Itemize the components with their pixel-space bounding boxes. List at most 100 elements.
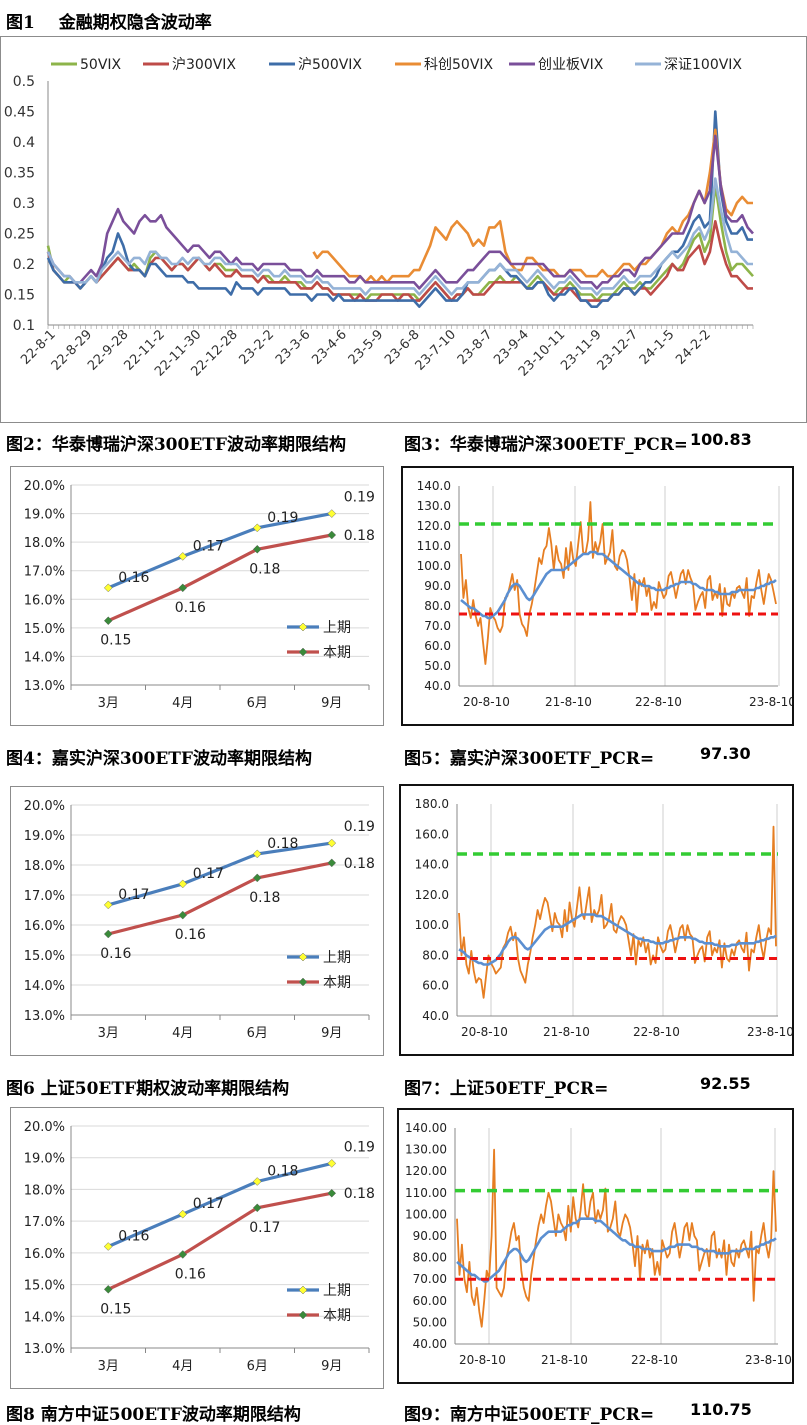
data-label: 0.18 <box>344 528 375 544</box>
ytick-label: 16.0% <box>24 1247 65 1262</box>
ytick-label: 20.0% <box>24 1120 65 1135</box>
ytick-label: 140.0 <box>417 479 451 493</box>
data-point <box>327 509 337 518</box>
ytick-label: 15.0% <box>24 622 65 637</box>
legend-marker <box>298 977 308 987</box>
pcr-line <box>456 1148 777 1328</box>
series-line <box>107 512 333 590</box>
fig1-chart: 0.10.150.20.250.30.350.40.450.522-8-122-… <box>4 57 754 380</box>
fig5-frame: 40.0 60.0 80.0 100.0 120.0 140.0 160.0 180.0 20-… <box>399 784 794 1056</box>
fig1-xtick-label: 23-8-7 <box>455 327 496 368</box>
series-line <box>107 1191 333 1291</box>
fig3-frame: 40.0 50.0 60.0 70.0 80.0 90.0 100.0 110.0 120.0 1… <box>401 466 796 726</box>
ytick-label: 40.00 <box>413 1337 447 1351</box>
ytick-label: 140.00 <box>405 1121 447 1135</box>
ytick-label: 70.00 <box>413 1272 447 1286</box>
data-label: 0.18 <box>267 836 298 852</box>
legend-label: 本期 <box>323 975 351 991</box>
legend-marker <box>298 952 308 962</box>
series-line <box>107 861 333 936</box>
data-point <box>252 1203 262 1213</box>
data-point <box>252 873 262 883</box>
ytick-label: 18.0% <box>24 536 65 551</box>
fig1-xtick-label: 23-5-9 <box>346 327 387 368</box>
xtick-label: 22-8-10 <box>631 1353 678 1367</box>
ytick-label: 40.0 <box>424 679 451 693</box>
xtick-label: 21-8-10 <box>543 1025 590 1039</box>
data-point <box>103 1242 113 1251</box>
fig1-series-line <box>46 110 753 309</box>
fig2-chart: 13.0% 14.0% 15.0% 16.0% 17.0% 18.0% 19.0% 20.0%… <box>24 479 375 711</box>
data-point <box>178 1250 188 1259</box>
fig1-xtick-label: 23-12-7 <box>595 327 641 373</box>
pcr-moving-average-line <box>458 913 777 966</box>
ytick-label: 18.0% <box>24 1183 65 1198</box>
data-point <box>103 1284 113 1294</box>
fig4-chart: 13.0% 14.0% 15.0% 16.0% 17.0% 18.0% 19.0% 20.0%… <box>24 799 375 1041</box>
xtick-label: 21-8-10 <box>545 695 592 709</box>
fig1-ytick-label: 0.2 <box>13 257 35 273</box>
ytick-label: 15.0% <box>24 1279 65 1294</box>
fig1-xtick-label: 24-1-5 <box>637 327 678 368</box>
fig7-chart: 40.00 50.00 60.00 70.00 80.00 90.00 100.00 110.… <box>405 1121 792 1367</box>
data-label: 0.16 <box>118 570 149 586</box>
legend-marker <box>298 622 308 632</box>
xtick-label: 4月 <box>172 1026 193 1041</box>
fig1-xtick-label: 23-2-2 <box>237 327 278 368</box>
legend-marker <box>298 647 308 657</box>
fig1-series-line <box>46 177 753 296</box>
data-label: 0.17 <box>249 1220 280 1236</box>
pcr-moving-average-line <box>460 550 777 620</box>
fig1-ytick-label: 0.4 <box>13 135 35 151</box>
data-point <box>178 583 188 593</box>
xtick-label: 23-8-10 <box>747 1025 792 1039</box>
data-label: 0.18 <box>249 561 280 577</box>
ytick-label: 18.0% <box>24 859 65 874</box>
series-line <box>107 841 332 907</box>
ytick-label: 16.0% <box>24 593 65 608</box>
xtick-label: 22-8-10 <box>635 695 682 709</box>
ytick-label: 60.0 <box>424 639 451 653</box>
ytick-label: 14.0% <box>24 979 65 994</box>
data-label: 0.18 <box>344 856 375 872</box>
fig1-frame: 0.1 0.15 0.2 0.25 0.3 0.35 0.4 0.45 0.5 22-8-1 22-… <box>0 36 807 423</box>
ytick-label: 50.0 <box>424 659 451 673</box>
data-point <box>327 838 337 848</box>
fig1-caption-title: 金融期权隐含波动率 <box>58 13 212 33</box>
fig1-legend-label: 深证100VIX <box>664 57 742 73</box>
pcr-line <box>460 501 777 665</box>
data-point <box>252 544 262 554</box>
xtick-label: 4月 <box>172 696 193 711</box>
pcr-moving-average-line <box>456 1217 777 1283</box>
data-point <box>178 879 188 889</box>
fig1-caption-num: 图1 <box>6 13 35 33</box>
legend-label: 上期 <box>323 1283 351 1299</box>
fig1-legend-label: 50VIX <box>80 57 122 73</box>
data-label: 0.18 <box>249 890 280 906</box>
ytick-label: 13.0% <box>24 1342 65 1357</box>
data-label: 0.15 <box>100 633 131 649</box>
fig1-ytick-label: 0.35 <box>4 166 35 182</box>
data-label: 0.15 <box>100 1301 131 1317</box>
fig1-legend-label: 创业板VIX <box>538 57 604 73</box>
ytick-label: 160.0 <box>415 827 449 841</box>
fig5-chart: 40.0 60.0 80.0 100.0 120.0 140.0 160.0 180.0 20-… <box>415 797 794 1039</box>
ytick-label: 13.0% <box>24 679 65 694</box>
fig9-value: 110.75 <box>690 1400 752 1419</box>
ytick-label: 70.0 <box>424 619 451 633</box>
ytick-label: 130.0 <box>417 499 451 513</box>
fig8-caption: 图8 南方中证500ETF波动率期限结构 <box>6 1405 301 1425</box>
data-point <box>327 858 337 868</box>
xtick-label: 4月 <box>172 1359 193 1374</box>
fig4-frame: 13.0% 14.0% 15.0% 16.0% 17.0% 18.0% 19.0% 20.0%… <box>10 786 384 1056</box>
ytick-label: 180.0 <box>415 797 449 811</box>
legend-label: 本期 <box>323 645 351 661</box>
ytick-label: 130.00 <box>405 1143 447 1157</box>
data-point <box>327 530 337 540</box>
data-point <box>178 552 188 561</box>
ytick-label: 17.0% <box>24 565 65 580</box>
data-point <box>103 583 113 593</box>
fig1-ytick-label: 0.25 <box>4 227 35 243</box>
legend-label: 上期 <box>323 620 351 636</box>
fig9-caption: 图9：南方中证500ETF_PCR= <box>404 1405 655 1425</box>
